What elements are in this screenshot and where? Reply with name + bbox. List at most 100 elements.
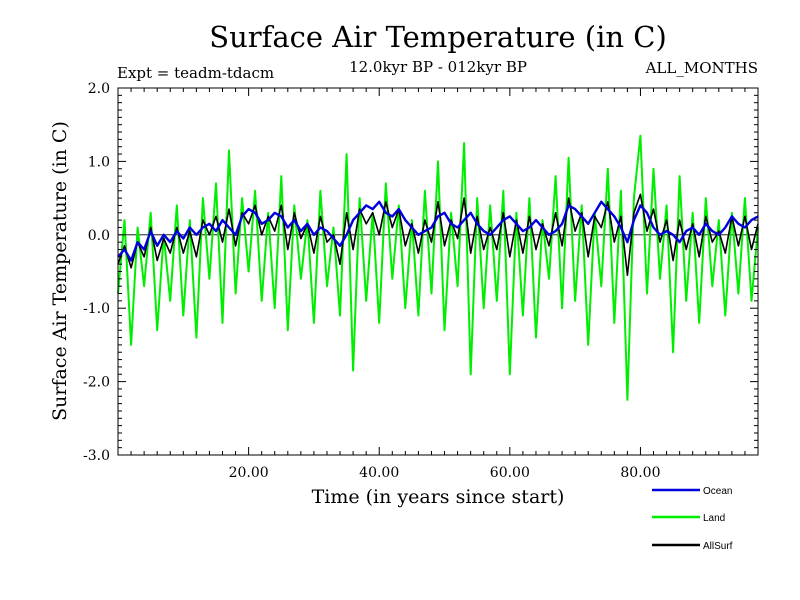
data-point-ocean <box>705 223 707 225</box>
x-axis-tick-labels: 20.00 40.00 60.00 80.00 <box>229 465 661 481</box>
data-point-allsurf <box>561 245 563 247</box>
data-point-ocean <box>221 219 224 221</box>
data-point-allsurf <box>123 245 126 247</box>
data-point-allsurf <box>509 256 511 258</box>
data-point-ocean <box>457 226 459 229</box>
data-point-ocean <box>561 223 563 225</box>
data-point-allsurf <box>659 241 661 243</box>
data-point-ocean <box>652 226 655 229</box>
data-point-ocean <box>300 230 302 232</box>
data-point-ocean <box>620 226 622 229</box>
data-point-ocean <box>535 219 537 221</box>
data-point-land <box>137 226 139 229</box>
data-point-ocean <box>463 219 465 221</box>
chart-title: Surface Air Temperature (in C) <box>209 20 667 54</box>
data-point-allsurf <box>750 248 753 251</box>
data-point-land <box>169 300 171 302</box>
data-point-ocean <box>718 234 720 236</box>
data-point-allsurf <box>548 245 550 247</box>
data-point-land <box>646 292 648 295</box>
data-point-land <box>672 351 674 353</box>
data-point-ocean <box>339 245 341 247</box>
data-point-ocean <box>483 230 485 232</box>
data-point-allsurf <box>378 234 380 236</box>
data-point-land <box>202 197 204 199</box>
data-point-ocean <box>522 230 524 232</box>
data-point-ocean <box>685 230 687 232</box>
data-point-land <box>411 219 413 221</box>
data-point-allsurf <box>555 212 557 214</box>
data-point-ocean <box>541 226 544 229</box>
plot-area <box>117 87 759 456</box>
data-point-ocean <box>169 241 171 243</box>
data-point-land <box>235 292 237 295</box>
data-point-allsurf <box>150 226 152 229</box>
legend-ocean-label: Ocean <box>703 486 732 497</box>
data-point-allsurf <box>417 252 419 254</box>
data-point-ocean <box>215 230 217 232</box>
data-point-ocean <box>378 201 380 203</box>
data-point-ocean <box>613 215 615 217</box>
data-point-ocean <box>698 234 700 236</box>
data-point-allsurf <box>457 237 459 240</box>
data-point-ocean <box>659 234 661 236</box>
data-point-land <box>156 329 158 331</box>
data-point-ocean <box>326 230 328 232</box>
data-point-allsurf <box>672 259 674 262</box>
x-tick-label: 40.00 <box>359 465 399 481</box>
data-point-ocean <box>724 226 726 229</box>
data-point-ocean <box>372 208 374 210</box>
data-point-land <box>228 149 230 151</box>
data-point-land <box>535 337 537 339</box>
data-point-ocean <box>156 245 158 247</box>
data-point-ocean <box>581 215 583 217</box>
data-point-ocean <box>633 219 635 221</box>
axis-ticks <box>118 87 759 456</box>
data-point-land <box>430 292 433 295</box>
y-tick-label: 0.0 <box>88 228 110 244</box>
data-point-ocean <box>261 223 263 225</box>
data-point-allsurf <box>391 226 393 229</box>
data-point-allsurf <box>221 241 224 243</box>
period-label: ALL_MONTHS <box>645 59 758 77</box>
data-point-land <box>339 314 341 317</box>
series-land <box>117 134 759 401</box>
data-point-ocean <box>391 215 393 217</box>
data-point-ocean <box>502 219 504 221</box>
chart-legend: Ocean Land AllSurf <box>652 486 733 552</box>
data-point-land <box>359 197 361 199</box>
data-point-ocean <box>574 208 576 210</box>
data-point-ocean <box>450 223 452 225</box>
data-point-allsurf <box>404 245 406 247</box>
data-point-allsurf <box>332 234 335 236</box>
experiment-label: Expt = teadm-tdacm <box>117 64 274 82</box>
data-point-land <box>626 399 629 401</box>
data-point-land <box>215 182 217 184</box>
data-point-ocean <box>587 223 589 225</box>
data-point-allsurf <box>248 223 250 225</box>
data-point-ocean <box>359 212 361 214</box>
data-point-allsurf <box>737 245 740 247</box>
data-point-ocean <box>150 230 152 232</box>
data-point-ocean <box>424 230 426 232</box>
data-point-allsurf <box>528 215 531 217</box>
data-point-land <box>679 175 681 177</box>
data-point-land <box>698 322 700 324</box>
data-point-ocean <box>692 226 694 229</box>
x-tick-label: 60.00 <box>490 465 530 481</box>
data-point-allsurf <box>613 241 615 243</box>
data-point-allsurf <box>359 208 361 210</box>
data-point-ocean <box>123 248 126 251</box>
data-point-land <box>750 300 753 302</box>
data-point-allsurf <box>502 212 504 214</box>
data-point-land <box>437 160 439 162</box>
data-point-allsurf <box>711 241 713 243</box>
data-point-allsurf <box>261 234 263 236</box>
data-point-allsurf <box>339 263 341 265</box>
data-point-land <box>744 197 746 199</box>
data-point-ocean <box>626 241 629 243</box>
data-point-ocean <box>287 226 289 229</box>
data-point-ocean <box>352 219 354 221</box>
data-point-land <box>332 226 335 229</box>
data-point-allsurf <box>280 204 282 206</box>
